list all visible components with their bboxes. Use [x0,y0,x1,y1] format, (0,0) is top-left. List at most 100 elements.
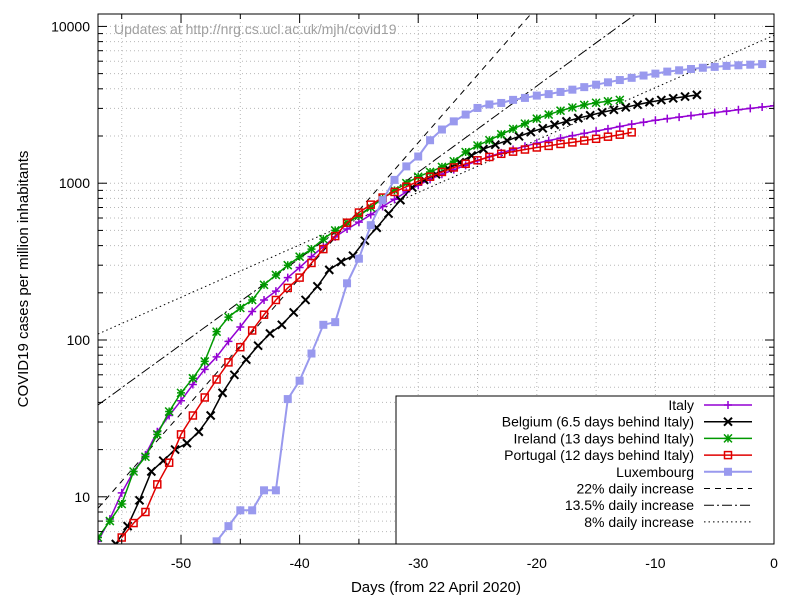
data-point [496,129,506,139]
data-point [319,244,328,254]
data-point [366,221,375,230]
data-point [555,106,566,116]
data-point [532,114,542,124]
data-point [568,138,577,147]
data-point [485,100,494,109]
data-point [698,63,707,72]
data-point [615,76,624,85]
data-point [318,234,328,244]
data-point [312,281,323,292]
y-tick-label: 10000 [51,18,90,34]
data-point [526,127,536,137]
x-tick-label: -50 [171,555,191,571]
legend-marker [724,467,732,476]
data-point [247,295,257,305]
data-point [449,117,458,126]
reference-line-path [98,34,774,335]
data-point [342,218,352,227]
data-point [449,163,459,172]
data-point [573,113,584,123]
data-point [473,156,482,165]
legend-label: 22% daily increase [576,481,694,497]
data-point [248,506,257,515]
series-line [115,94,698,544]
data-point [383,208,394,219]
data-point [366,200,376,209]
data-point [532,139,541,148]
data-point [295,376,304,385]
data-point [603,132,613,141]
data-point [722,107,731,116]
data-point [603,96,613,106]
data-point [253,340,263,351]
data-point [627,120,636,129]
data-point [437,167,447,177]
data-point [414,152,423,161]
data-point [319,320,328,329]
data-point [632,99,643,110]
x-tick-label: -20 [527,555,547,571]
data-point [117,488,126,497]
data-series [98,60,774,544]
data-point [746,60,755,69]
data-point [390,175,399,184]
reference-line-13-5-daily-increase [98,14,637,406]
data-point [644,97,655,107]
legend-label: Italy [668,397,694,413]
data-point [532,91,541,100]
data-point [627,73,636,82]
legend-label: Luxembourg [616,464,694,480]
x-tick-label: -40 [289,555,309,571]
data-point [758,60,767,69]
reference-line-8-daily-increase [98,34,774,335]
data-point [229,370,240,380]
grid [98,14,774,544]
data-point [698,110,707,119]
data-point [306,244,317,254]
data-point [758,103,767,112]
data-point [212,327,222,337]
data-point [236,323,245,332]
data-point [129,518,138,528]
data-point [330,231,340,241]
data-point [224,337,233,346]
data-point [556,139,565,149]
data-point [668,93,678,104]
x-tick-label: -10 [645,555,665,571]
data-point [520,119,530,129]
data-point [461,147,471,157]
data-point [585,110,595,121]
data-point [177,396,186,405]
data-point [639,71,648,80]
data-point [508,124,518,134]
data-point [591,134,601,144]
data-point [437,125,446,134]
data-point [205,410,216,421]
data-point [686,111,695,120]
legend-marker [723,416,733,427]
legend-marker [723,433,733,443]
data-point [176,388,186,398]
legend-label: 13.5% daily increase [565,497,694,513]
legend-marker [723,450,733,460]
data-point [217,388,228,398]
data-point [603,124,612,133]
data-point [265,328,275,339]
data-point [402,182,411,191]
data-point [413,176,423,186]
data-point [235,303,245,313]
data-point [194,427,204,437]
data-point [663,114,672,123]
data-point [627,128,636,137]
data-point [579,136,589,145]
data-point [390,195,399,204]
series-luxembourg [212,60,767,544]
y-tick-label: 1000 [59,175,90,191]
data-point [710,62,719,71]
data-point [538,123,548,134]
data-point [260,486,269,495]
data-point [389,185,400,195]
data-point [509,95,518,104]
